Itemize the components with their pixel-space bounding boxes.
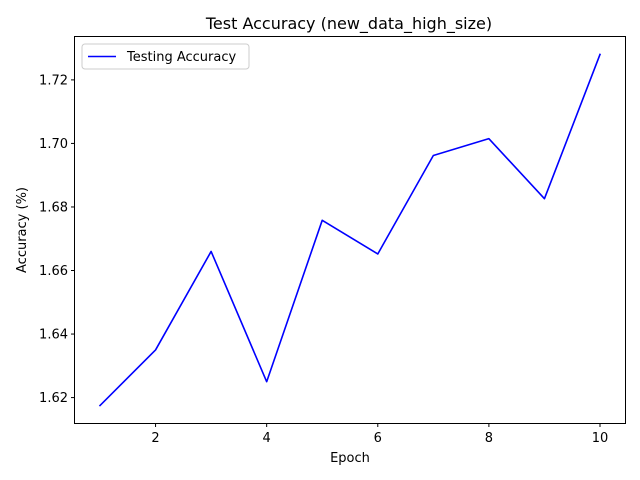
x-tick-label: 10 [592, 431, 609, 446]
chart-title: Test Accuracy (new_data_high_size) [205, 14, 492, 34]
x-tick-label: 2 [151, 431, 159, 446]
x-axis-ticks: 2 4 6 8 10 [151, 423, 608, 446]
y-tick-label: 1.62 [39, 391, 68, 406]
legend-label: Testing Accuracy [126, 50, 236, 65]
x-tick-label: 6 [374, 431, 382, 446]
y-tick-label: 1.70 [39, 137, 68, 152]
y-axis-ticks: 1.62 1.64 1.66 1.68 1.70 1.72 [39, 73, 75, 406]
plot-frame [74, 36, 626, 424]
x-axis-label: Epoch [330, 451, 370, 466]
y-tick-label: 1.64 [39, 328, 68, 343]
y-tick-label: 1.72 [39, 73, 68, 88]
x-tick-label: 4 [263, 431, 271, 446]
plot-area: 1.62 1.64 1.66 1.68 1.70 1.72 2 4 6 8 10 [39, 36, 626, 446]
x-tick-label: 8 [485, 431, 493, 446]
y-tick-label: 1.66 [39, 264, 68, 279]
legend-box [81, 43, 250, 70]
y-axis-label: Accuracy (%) [15, 187, 30, 273]
series-line-testing-accuracy [98, 53, 602, 407]
legend: Testing Accuracy [81, 43, 250, 70]
y-tick-label: 1.68 [39, 200, 68, 215]
